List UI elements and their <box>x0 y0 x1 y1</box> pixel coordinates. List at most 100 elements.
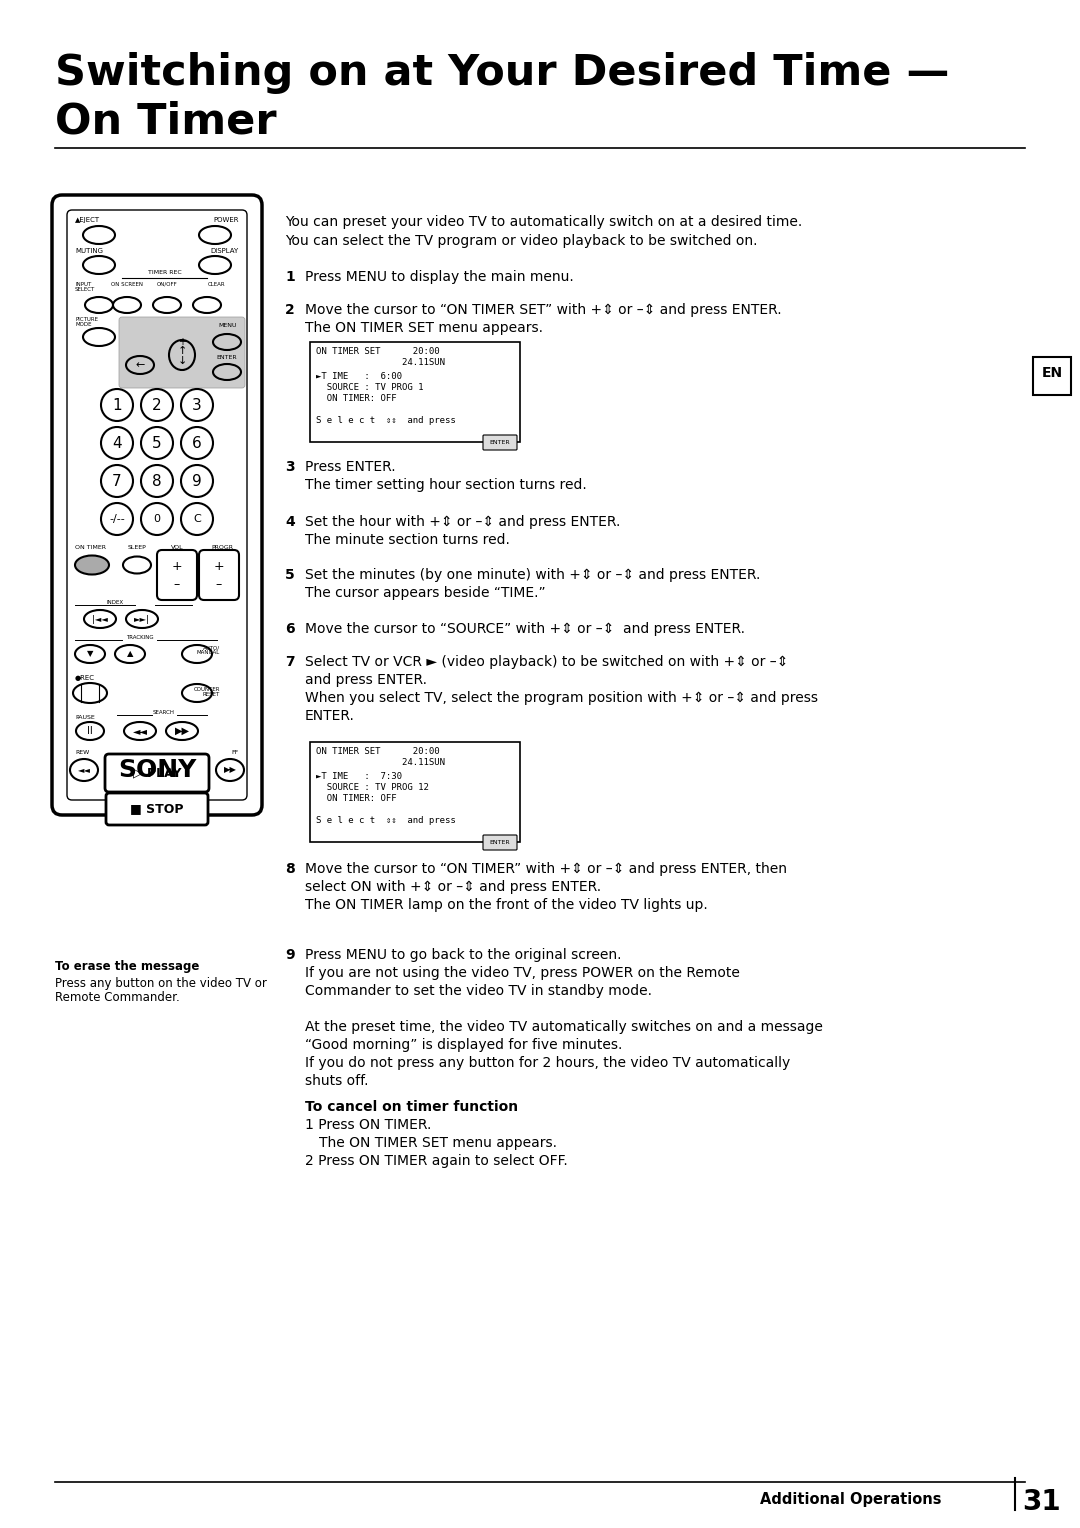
Ellipse shape <box>166 723 198 740</box>
Text: ●REC: ●REC <box>75 675 95 681</box>
Ellipse shape <box>216 759 244 781</box>
Circle shape <box>102 503 133 535</box>
Text: ►►|: ►►| <box>134 614 150 623</box>
Ellipse shape <box>199 226 231 244</box>
Text: ▶▶: ▶▶ <box>175 726 189 736</box>
Text: Move the cursor to “SOURCE” with +⇕ or –⇕  and press ENTER.: Move the cursor to “SOURCE” with +⇕ or –… <box>305 622 745 636</box>
Ellipse shape <box>213 364 241 380</box>
Text: 1: 1 <box>285 270 295 284</box>
Ellipse shape <box>75 556 109 575</box>
Text: INPUT
SELECT: INPUT SELECT <box>75 283 95 292</box>
Text: 31: 31 <box>1022 1488 1061 1516</box>
Ellipse shape <box>83 329 114 345</box>
Text: SONY: SONY <box>118 758 197 782</box>
Text: +: + <box>214 561 225 573</box>
Circle shape <box>102 465 133 497</box>
Text: The cursor appears beside “TIME.”: The cursor appears beside “TIME.” <box>305 587 545 601</box>
Text: “Good morning” is displayed for five minutes.: “Good morning” is displayed for five min… <box>305 1038 622 1051</box>
Text: ▼: ▼ <box>86 649 93 659</box>
Ellipse shape <box>83 257 114 274</box>
Text: Move the cursor to “ON TIMER” with +⇕ or –⇕ and press ENTER, then: Move the cursor to “ON TIMER” with +⇕ or… <box>305 862 787 876</box>
Text: FF: FF <box>232 750 239 755</box>
Text: SLEEP: SLEEP <box>127 545 147 550</box>
FancyBboxPatch shape <box>483 834 517 850</box>
Text: ▶▶: ▶▶ <box>224 766 237 775</box>
Text: –: – <box>216 579 222 591</box>
Text: +: + <box>172 561 183 573</box>
Text: ►T IME   :  6:00: ►T IME : 6:00 <box>316 371 402 380</box>
Text: ON TIMER: OFF: ON TIMER: OFF <box>316 795 396 804</box>
Text: 9: 9 <box>192 474 202 489</box>
Text: +: + <box>178 338 186 347</box>
Text: To cancel on timer function: To cancel on timer function <box>305 1100 518 1114</box>
Text: 24.11SUN: 24.11SUN <box>316 358 445 367</box>
Text: You can select the TV program or video playback to be switched on.: You can select the TV program or video p… <box>285 234 757 248</box>
FancyBboxPatch shape <box>52 196 262 814</box>
Text: 4: 4 <box>285 515 295 529</box>
Text: The timer setting hour section turns red.: The timer setting hour section turns red… <box>305 478 586 492</box>
Text: TIMER REC: TIMER REC <box>148 270 181 275</box>
Text: 7: 7 <box>112 474 122 489</box>
Text: Remote Commander.: Remote Commander. <box>55 992 179 1004</box>
Text: |◄◄: |◄◄ <box>92 614 108 623</box>
Ellipse shape <box>123 556 151 573</box>
Text: SOURCE : TV PROG 12: SOURCE : TV PROG 12 <box>316 782 429 792</box>
Ellipse shape <box>183 645 212 663</box>
Text: ON TIMER: ON TIMER <box>75 545 106 550</box>
Ellipse shape <box>76 723 104 740</box>
Text: Press MENU to go back to the original screen.: Press MENU to go back to the original sc… <box>305 947 621 963</box>
FancyBboxPatch shape <box>310 743 519 842</box>
Text: SEARCH: SEARCH <box>153 711 175 715</box>
Text: SOURCE : TV PROG 1: SOURCE : TV PROG 1 <box>316 384 423 393</box>
Text: TRACKING: TRACKING <box>126 636 153 640</box>
Text: ▲EJECT: ▲EJECT <box>75 217 100 223</box>
Text: The minute section turns red.: The minute section turns red. <box>305 533 510 547</box>
Text: DISPLAY: DISPLAY <box>211 248 239 254</box>
Text: CLEAR: CLEAR <box>208 283 226 287</box>
Circle shape <box>181 503 213 535</box>
FancyBboxPatch shape <box>106 793 208 825</box>
Text: INDEX: INDEX <box>107 601 123 605</box>
Text: ↓: ↓ <box>177 356 187 367</box>
Ellipse shape <box>183 685 212 701</box>
Ellipse shape <box>213 335 241 350</box>
Circle shape <box>102 426 133 458</box>
Text: ▷ PLAY: ▷ PLAY <box>133 767 181 779</box>
Text: ▲: ▲ <box>126 649 133 659</box>
Text: 1 Press ON TIMER.: 1 Press ON TIMER. <box>305 1118 431 1132</box>
Text: ON/OFF: ON/OFF <box>157 283 177 287</box>
Text: –: – <box>179 365 185 374</box>
Text: ◄◄: ◄◄ <box>133 726 148 736</box>
Text: –: – <box>174 579 180 591</box>
Text: 4: 4 <box>112 435 122 451</box>
Text: Set the minutes (by one minute) with +⇕ or –⇕ and press ENTER.: Set the minutes (by one minute) with +⇕ … <box>305 568 760 582</box>
Text: The ON TIMER SET menu appears.: The ON TIMER SET menu appears. <box>319 1135 557 1151</box>
Text: C: C <box>193 513 201 524</box>
Text: PICTURE
MODE: PICTURE MODE <box>75 316 98 327</box>
Text: 0: 0 <box>153 513 161 524</box>
Text: 5: 5 <box>285 568 295 582</box>
Text: 3: 3 <box>192 397 202 413</box>
Text: Press ENTER.: Press ENTER. <box>305 460 395 474</box>
Ellipse shape <box>113 296 141 313</box>
Ellipse shape <box>168 341 195 370</box>
Text: ►T IME   :  7:30: ►T IME : 7:30 <box>316 772 402 781</box>
Ellipse shape <box>70 759 98 781</box>
Text: ■ STOP: ■ STOP <box>131 802 184 816</box>
Ellipse shape <box>114 645 145 663</box>
Text: ON TIMER SET      20:00: ON TIMER SET 20:00 <box>316 347 440 356</box>
Text: ENTER.: ENTER. <box>305 709 355 723</box>
Circle shape <box>141 426 173 458</box>
FancyBboxPatch shape <box>199 550 239 601</box>
Text: Move the cursor to “ON TIMER SET” with +⇕ or –⇕ and press ENTER.: Move the cursor to “ON TIMER SET” with +… <box>305 303 782 316</box>
FancyBboxPatch shape <box>1032 358 1071 396</box>
Text: 2: 2 <box>285 303 295 316</box>
FancyBboxPatch shape <box>105 753 210 792</box>
FancyBboxPatch shape <box>157 550 197 601</box>
Text: POWER: POWER <box>214 217 239 223</box>
Text: Select TV or VCR ► (video playback) to be switched on with +⇕ or –⇕: Select TV or VCR ► (video playback) to b… <box>305 656 788 669</box>
Text: When you select TV, select the program position with +⇕ or –⇕ and press: When you select TV, select the program p… <box>305 691 818 704</box>
Ellipse shape <box>126 356 154 374</box>
FancyBboxPatch shape <box>67 209 247 801</box>
Text: 7: 7 <box>285 656 295 669</box>
